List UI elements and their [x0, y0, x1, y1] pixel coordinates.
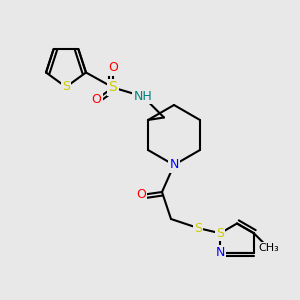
- Text: S: S: [194, 221, 202, 235]
- Text: S: S: [62, 80, 70, 94]
- Text: CH₃: CH₃: [259, 243, 279, 253]
- Text: NH: NH: [134, 90, 152, 103]
- Text: O: O: [92, 93, 101, 106]
- Text: S: S: [216, 227, 224, 240]
- Text: N: N: [169, 158, 179, 172]
- Text: O: O: [108, 61, 118, 74]
- Text: O: O: [136, 188, 146, 202]
- Text: S: S: [109, 80, 117, 94]
- Text: N: N: [215, 246, 225, 259]
